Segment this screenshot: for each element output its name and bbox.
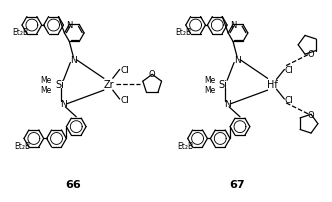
Text: N: N	[70, 56, 77, 65]
Text: Cl: Cl	[120, 66, 129, 75]
Text: Cl: Cl	[285, 66, 294, 75]
Text: Me: Me	[204, 75, 215, 84]
Text: Me: Me	[40, 85, 51, 94]
Text: O: O	[308, 50, 314, 59]
Text: Et₂B: Et₂B	[12, 28, 28, 37]
Text: Et₂B: Et₂B	[176, 28, 192, 37]
Text: Hf: Hf	[267, 80, 278, 90]
Text: Et₂B: Et₂B	[178, 141, 194, 150]
Text: Si: Si	[219, 80, 228, 90]
Text: N: N	[234, 56, 240, 65]
Text: 66: 66	[65, 179, 81, 189]
Text: O: O	[149, 69, 155, 79]
Text: N: N	[60, 100, 67, 109]
Text: Et₂B: Et₂B	[14, 141, 30, 150]
Text: N: N	[230, 21, 236, 30]
Text: Cl: Cl	[120, 95, 129, 104]
Text: Si: Si	[55, 80, 64, 90]
Text: Cl: Cl	[285, 95, 294, 104]
Text: O: O	[308, 111, 314, 120]
Text: N: N	[66, 21, 72, 30]
Text: 67: 67	[229, 179, 245, 189]
Text: Me: Me	[40, 75, 51, 84]
Text: Zr: Zr	[104, 80, 114, 90]
Text: N: N	[224, 100, 230, 109]
Text: Me: Me	[204, 85, 215, 94]
